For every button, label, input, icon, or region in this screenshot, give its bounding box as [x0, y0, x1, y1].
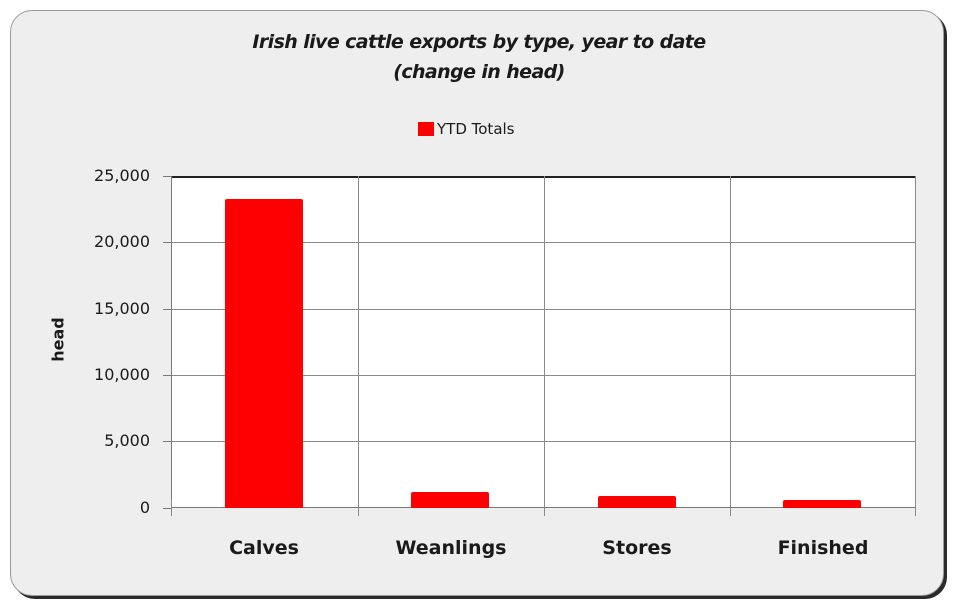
chart-subtitle: (change in head)	[393, 61, 565, 83]
y-tick	[163, 508, 172, 509]
y-tick-label: 5,000	[104, 431, 150, 450]
y-tick	[163, 441, 172, 442]
y-tick	[163, 375, 172, 376]
x-tick-label: Finished	[777, 537, 869, 559]
bar-weanlings	[411, 492, 489, 508]
legend-swatch	[418, 122, 434, 136]
x-tick-label: Calves	[229, 537, 299, 559]
bar-finished	[783, 500, 861, 508]
y-tick-label: 25,000	[94, 166, 150, 185]
chart-title: Irish live cattle exports by type, year …	[252, 31, 706, 53]
gridline	[171, 242, 916, 243]
gridline	[358, 176, 359, 516]
gridline	[171, 441, 916, 442]
y-tick	[163, 309, 172, 310]
y-tick-label: 15,000	[94, 299, 150, 318]
y-tick	[163, 242, 172, 243]
y-tick-label: 0	[139, 498, 150, 517]
y-axis	[171, 176, 172, 508]
bar-stores	[598, 496, 676, 508]
legend: YTD Totals	[418, 119, 515, 139]
y-tick-label: 10,000	[94, 365, 150, 384]
legend-label: YTD Totals	[437, 120, 515, 138]
y-tick	[163, 176, 172, 177]
x-tick-label: Stores	[602, 537, 672, 559]
gridline	[171, 309, 916, 310]
x-tick-label: Weanlings	[395, 537, 507, 559]
gridline	[171, 375, 916, 376]
gridline	[544, 176, 545, 516]
y-axis-title: head	[48, 317, 68, 362]
gridline	[915, 176, 916, 516]
bar-calves	[225, 199, 303, 508]
gridline	[730, 176, 731, 516]
x-axis	[171, 507, 916, 508]
y-tick-label: 20,000	[94, 232, 150, 251]
